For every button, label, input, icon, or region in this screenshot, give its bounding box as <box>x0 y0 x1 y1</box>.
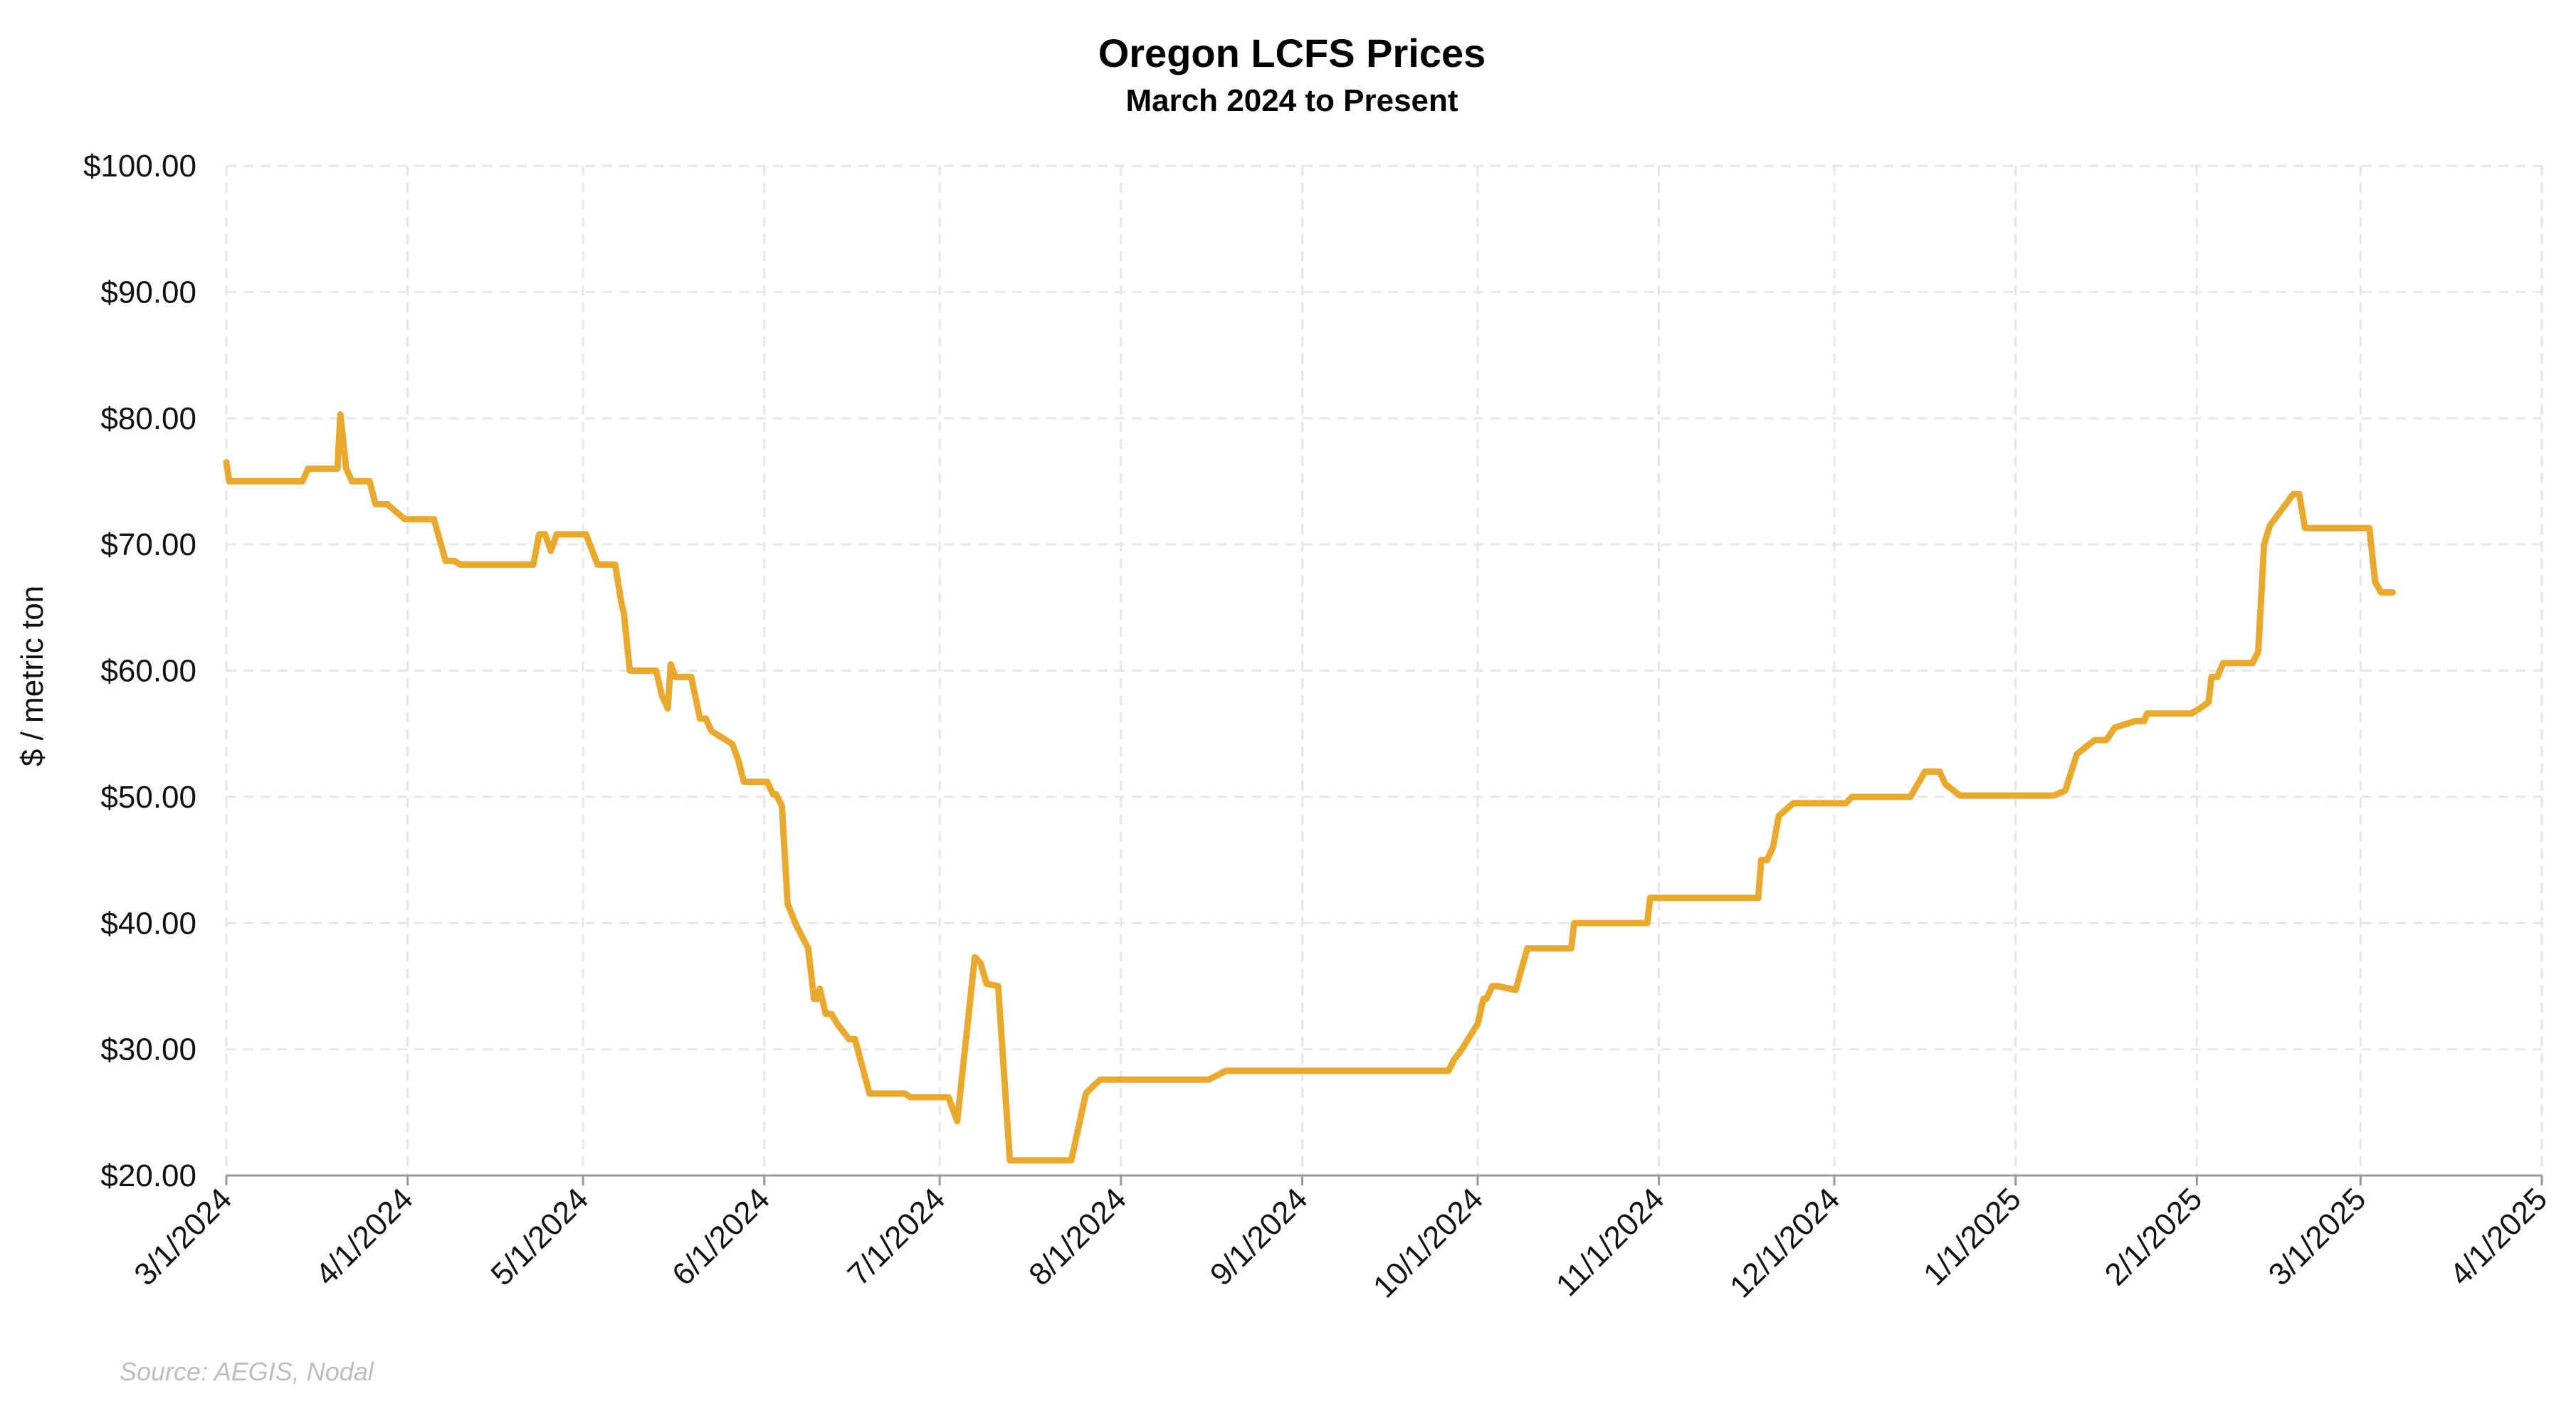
chart-subtitle: March 2024 to Present <box>1125 83 1458 118</box>
x-tick-label: 11/1/2024 <box>1550 1181 1671 1303</box>
y-tick-label: $60.00 <box>100 654 196 689</box>
x-tick-label: 9/1/2024 <box>1204 1181 1315 1292</box>
y-tick-label: $40.00 <box>100 906 196 941</box>
x-tick-label: 4/1/2024 <box>309 1181 420 1292</box>
y-tick-label: $100.00 <box>83 149 196 184</box>
source-note: Source: AEGIS, Nodal <box>120 1357 374 1386</box>
x-tick-label: 8/1/2024 <box>1022 1181 1133 1292</box>
x-tick-label: 3/1/2025 <box>2262 1181 2373 1292</box>
y-axis-ticks: $20.00 $30.00 $40.00 $50.00 $60.00 $70.00 $80.… <box>83 149 196 1193</box>
y-tick-label: $50.00 <box>100 780 196 815</box>
x-tick-label: 4/1/2025 <box>2443 1181 2554 1292</box>
y-tick-label: $80.00 <box>100 401 196 436</box>
x-tick-label: 10/1/2024 <box>1367 1181 1490 1304</box>
x-tick-label: 2/1/2025 <box>2098 1181 2209 1292</box>
y-tick-label: $20.00 <box>100 1158 196 1193</box>
y-tick-label: $90.00 <box>100 275 196 310</box>
x-axis-ticks: 3/1/2024 4/1/2024 5/1/2024 6/1/2024 7/1/2024… <box>127 1176 2554 1304</box>
y-tick-label: $30.00 <box>100 1032 196 1067</box>
x-tick-label: 7/1/2024 <box>841 1181 952 1292</box>
x-tick-label: 3/1/2024 <box>127 1181 238 1292</box>
x-tick-label: 6/1/2024 <box>666 1181 777 1292</box>
price-series-line <box>223 411 2396 1164</box>
x-tick-label: 5/1/2024 <box>484 1181 595 1292</box>
x-tick-label: 12/1/2024 <box>1723 1181 1846 1304</box>
y-tick-label: $70.00 <box>100 527 196 562</box>
y-axis-label: $ / metric ton <box>15 586 50 766</box>
chart-title: Oregon LCFS Prices <box>1098 31 1486 75</box>
grid-lines <box>225 164 2543 1176</box>
x-tick-label: 1/1/2025 <box>1917 1181 2028 1292</box>
